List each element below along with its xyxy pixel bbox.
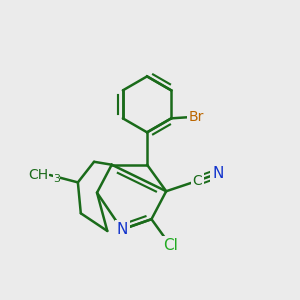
Text: 3: 3 (53, 174, 60, 184)
Text: CH: CH (28, 168, 48, 182)
Text: C: C (192, 174, 202, 188)
Text: Br: Br (189, 110, 204, 124)
Text: N: N (116, 222, 128, 237)
Text: Cl: Cl (163, 238, 178, 253)
Text: N: N (212, 166, 224, 181)
